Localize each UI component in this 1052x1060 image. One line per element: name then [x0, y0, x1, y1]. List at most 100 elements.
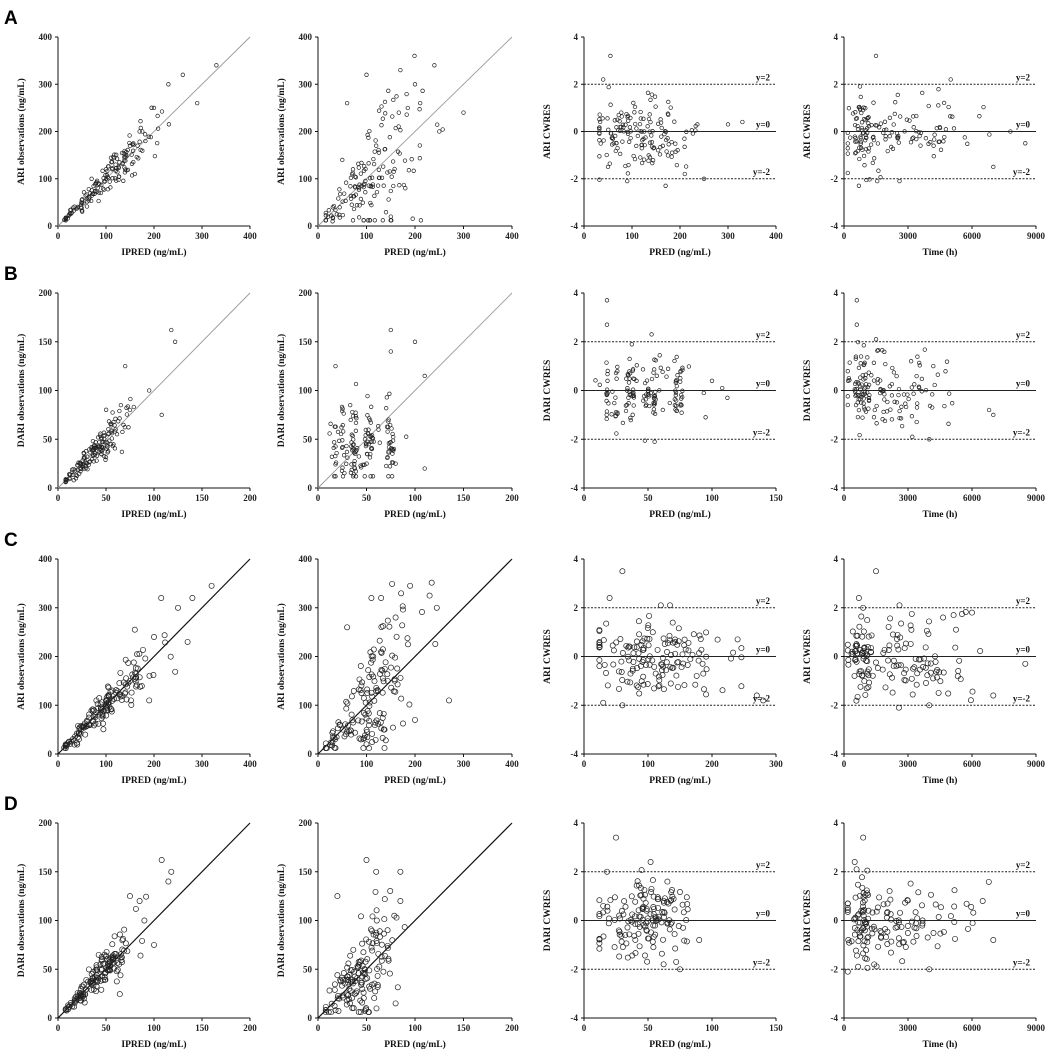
data-point: [390, 724, 396, 731]
data-point: [644, 958, 651, 965]
y-axis-label: DARI observations (ng/mL): [276, 864, 287, 977]
data-point: [123, 154, 128, 160]
data-point: [866, 370, 871, 375]
x-axis-label: PRED (ng/mL): [384, 247, 446, 258]
y-tick-label: 200: [299, 652, 313, 662]
data-point: [911, 114, 916, 119]
data-point: [339, 468, 345, 473]
data-point: [853, 356, 858, 361]
data-point: [652, 94, 658, 99]
data-point: [660, 143, 665, 148]
data-point: [868, 632, 875, 639]
reference-line-label: y=-2: [753, 427, 771, 437]
data-point: [629, 342, 634, 347]
data-point: [647, 911, 654, 918]
data-point: [329, 742, 336, 749]
reference-line-label: y=0: [756, 379, 771, 389]
data-point: [76, 460, 81, 465]
data-point: [643, 905, 650, 912]
data-point: [405, 641, 411, 648]
data-point: [633, 682, 640, 689]
data-point: [360, 695, 367, 702]
data-point: [391, 169, 396, 174]
data-point: [851, 931, 858, 938]
data-point: [667, 602, 673, 609]
data-point: [950, 401, 955, 406]
data-point: [648, 97, 653, 102]
data-point: [100, 720, 106, 727]
data-point: [865, 915, 871, 922]
data-point: [897, 408, 902, 414]
data-point: [331, 981, 338, 988]
data-point: [387, 888, 394, 894]
data-point: [642, 142, 647, 148]
data-point: [76, 730, 83, 737]
data-point: [674, 354, 679, 360]
x-axis-label: PRED (ng/mL): [649, 1039, 711, 1050]
data-point: [873, 659, 879, 666]
data-point: [619, 702, 626, 709]
data-point: [368, 184, 373, 189]
data-point: [126, 425, 131, 430]
data-point: [636, 690, 643, 697]
x-tick-label: 100: [99, 759, 113, 769]
data-point: [329, 734, 336, 741]
data-point: [404, 91, 409, 97]
data-point: [159, 412, 164, 418]
data-point: [861, 907, 868, 913]
data-point: [871, 100, 876, 105]
data-point: [114, 695, 121, 702]
data-point: [616, 128, 621, 133]
data-point: [127, 133, 132, 138]
y-axis-label: ARI CWRES: [543, 629, 553, 684]
data-point: [738, 645, 745, 652]
y-tick-label: 0: [834, 652, 839, 662]
x-tick-label: 200: [408, 759, 422, 769]
data-point: [845, 170, 850, 176]
data-point: [864, 617, 871, 624]
data-point: [357, 997, 364, 1004]
y-tick-label: 2: [574, 337, 579, 347]
data-point: [81, 190, 87, 195]
data-point: [903, 401, 908, 406]
data-point: [331, 203, 337, 209]
data-point: [104, 693, 111, 700]
data-point: [862, 407, 867, 412]
data-point: [683, 917, 690, 924]
data-point: [129, 161, 135, 166]
data-point: [659, 667, 665, 674]
data-point: [684, 901, 691, 908]
data-point: [645, 386, 651, 392]
data-point: [87, 721, 94, 728]
data-point: [122, 940, 129, 947]
data-point: [875, 178, 880, 184]
data-point: [728, 655, 734, 662]
data-point: [93, 962, 100, 969]
data-point: [894, 642, 901, 649]
data-point: [855, 393, 861, 398]
data-point: [332, 440, 337, 445]
data-point: [854, 952, 860, 959]
data-point: [878, 175, 883, 180]
data-point: [896, 602, 903, 609]
data-point: [916, 129, 922, 135]
data-point: [364, 72, 369, 77]
data-point: [663, 183, 668, 188]
data-point: [378, 666, 385, 673]
data-point: [404, 434, 409, 439]
data-point: [861, 405, 867, 410]
data-point: [372, 888, 379, 895]
data-point: [379, 675, 386, 682]
data-point: [391, 446, 397, 452]
data-point: [70, 472, 75, 477]
data-point: [660, 369, 665, 375]
data-point: [625, 653, 631, 660]
data-point: [142, 655, 149, 662]
data-point: [635, 133, 640, 139]
data-point: [871, 961, 878, 968]
data-point: [606, 401, 611, 406]
data-point: [143, 138, 148, 144]
data-point: [634, 878, 641, 885]
data-point: [376, 427, 381, 432]
